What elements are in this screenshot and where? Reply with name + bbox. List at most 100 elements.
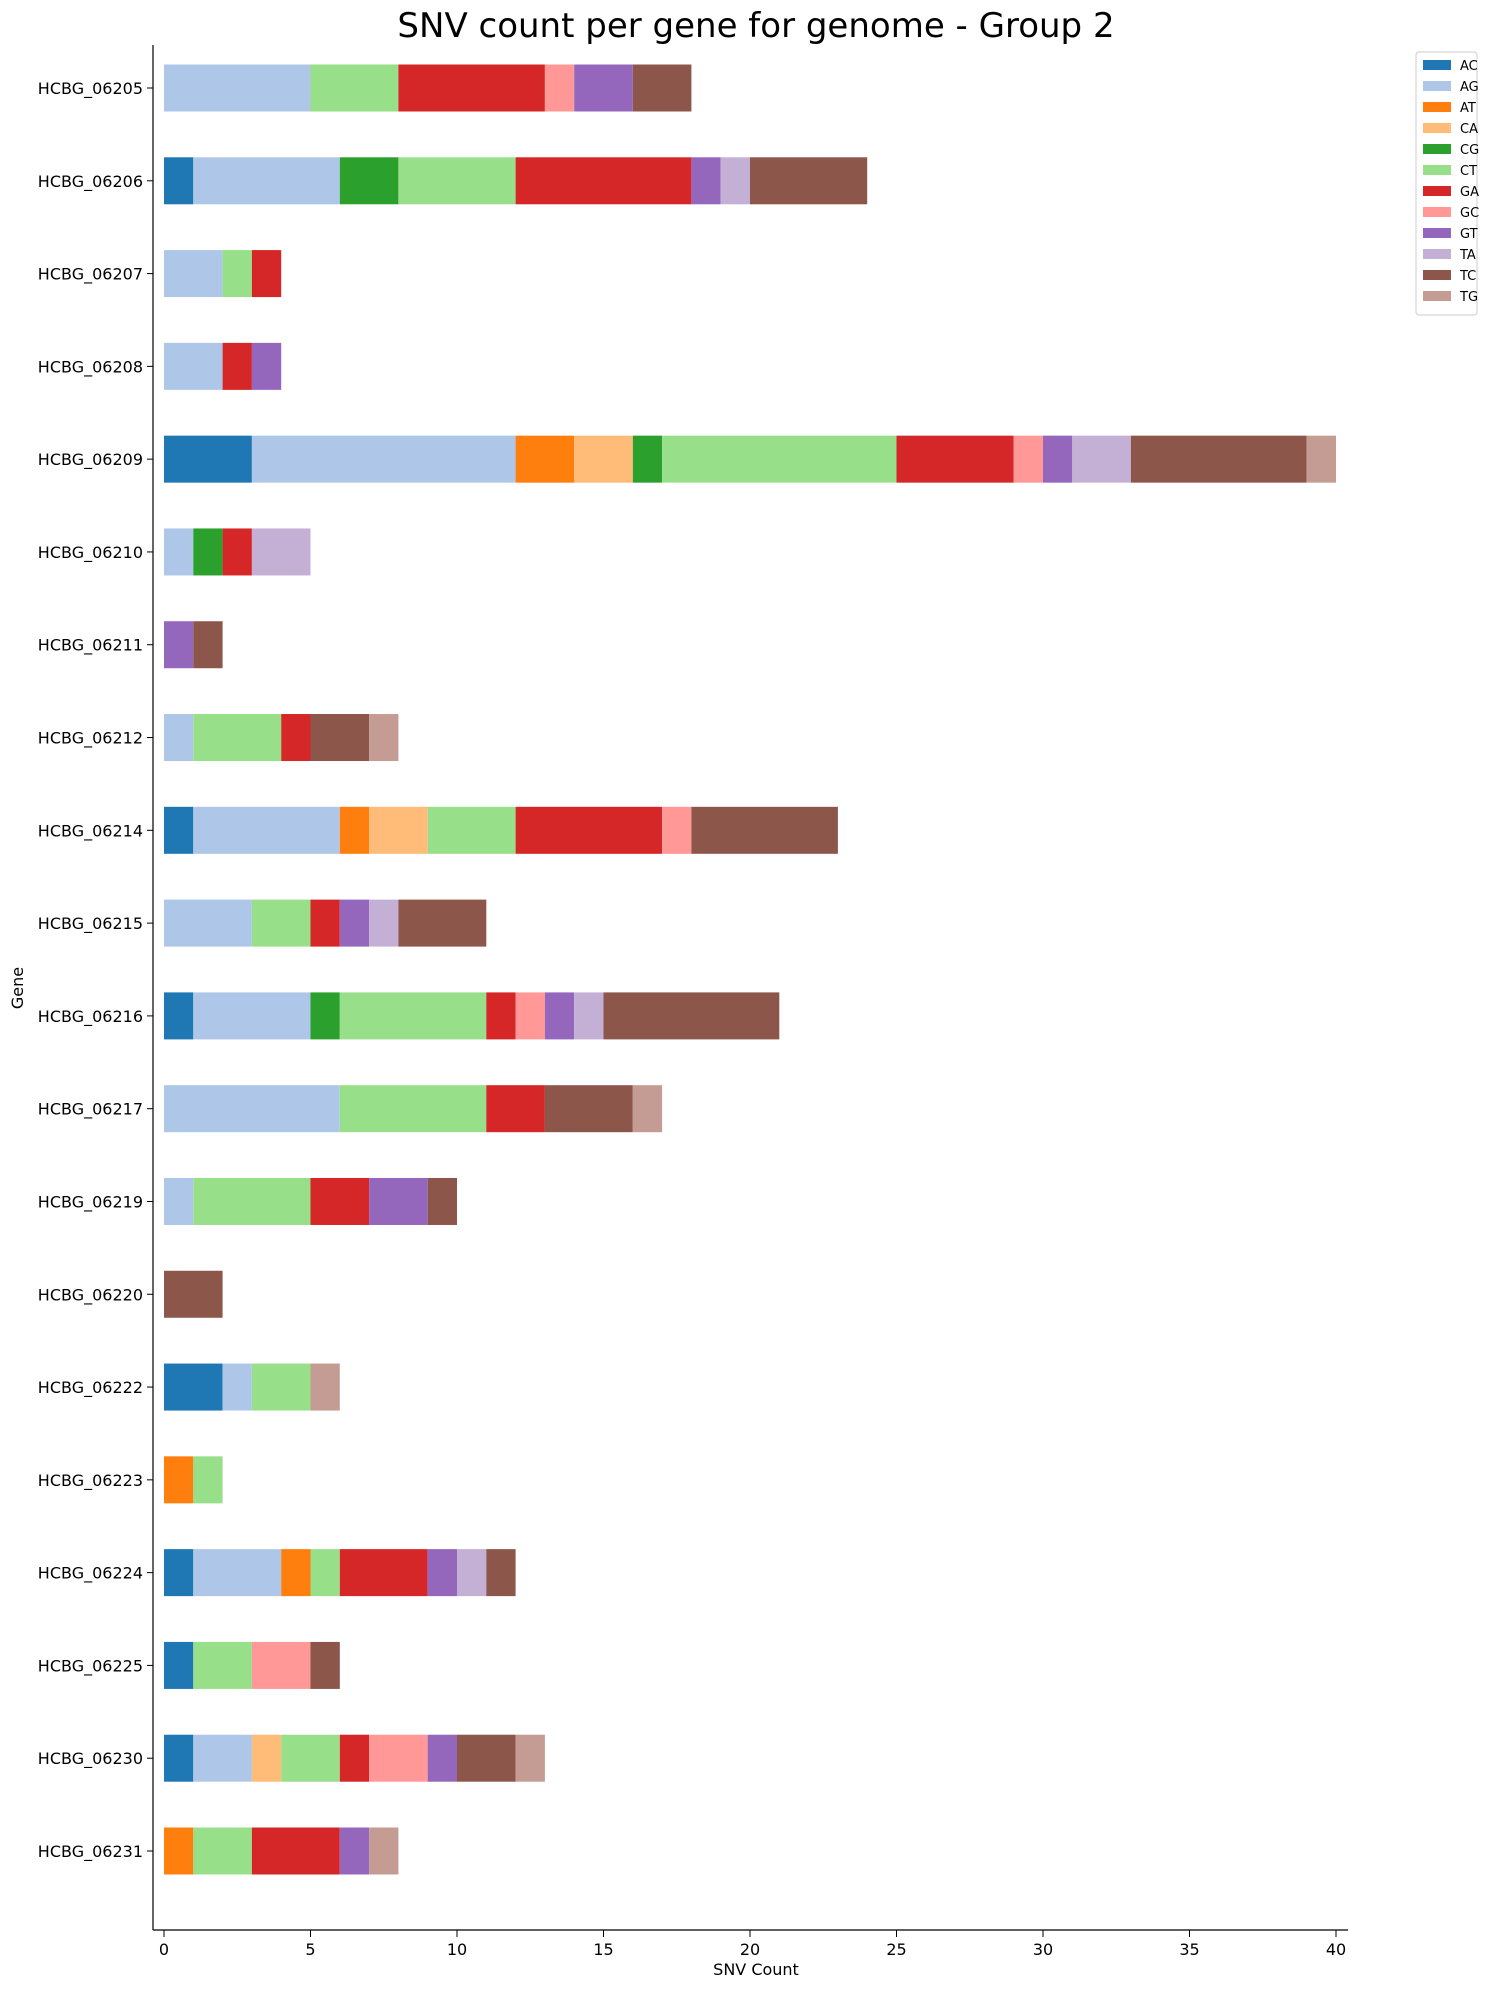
y-tick-label: HCBG_06230	[38, 1749, 143, 1769]
x-tick-label: 30	[1033, 1940, 1053, 1959]
bar-segment-HCBG_06212-AG	[164, 714, 194, 762]
bar-segment-HCBG_06208-GT	[251, 342, 282, 390]
bar-segment-HCBG_06210-GA	[222, 528, 252, 576]
bar-segment-HCBG_06210-CG	[193, 528, 223, 576]
y-tick-label: HCBG_06211	[38, 636, 143, 656]
y-tick-label: HCBG_06217	[38, 1100, 143, 1120]
y-tick-label: HCBG_06208	[38, 357, 143, 377]
legend-swatch-GA	[1423, 186, 1451, 196]
bar-segment-HCBG_06216-GC	[515, 992, 545, 1040]
y-tick-label: HCBG_06224	[38, 1564, 143, 1584]
legend-swatch-CA	[1423, 123, 1451, 133]
bar-segment-HCBG_06224-TC	[486, 1549, 516, 1597]
legend-label-TC: TC	[1459, 269, 1476, 284]
y-tick-label: HCBG_06209	[38, 450, 143, 470]
bar-segment-HCBG_06214-GC	[662, 806, 692, 854]
bar-segment-HCBG_06209-GC	[1013, 435, 1043, 483]
bar-segment-HCBG_06207-CT	[222, 250, 252, 298]
bar-segment-HCBG_06216-AC	[164, 992, 194, 1040]
bar-segment-HCBG_06212-TG	[369, 714, 399, 762]
bar-segment-HCBG_06205-GC	[544, 64, 575, 112]
y-tick-label: HCBG_06225	[38, 1656, 143, 1676]
bar-segment-HCBG_06224-GA	[339, 1549, 428, 1597]
bar-segment-HCBG_06222-AG	[222, 1363, 252, 1411]
bar-segment-HCBG_06230-GT	[427, 1734, 457, 1782]
bar-segment-HCBG_06209-AT	[515, 435, 575, 483]
legend-label-GC: GC	[1460, 206, 1479, 221]
bar-segment-HCBG_06209-TC	[1130, 435, 1307, 483]
bar-segment-HCBG_06214-CA	[369, 806, 428, 854]
bar-segment-HCBG_06212-GA	[281, 714, 311, 762]
x-tick-label: 40	[1326, 1940, 1346, 1959]
legend-label-AC: AC	[1460, 59, 1478, 74]
bar-segment-HCBG_06219-GT	[369, 1177, 428, 1225]
bar-segment-HCBG_06219-AG	[164, 1177, 194, 1225]
bar-segment-HCBG_06207-AG	[164, 250, 223, 298]
bar-segment-HCBG_06230-CA	[251, 1734, 282, 1782]
bar-segment-HCBG_06210-TA	[251, 528, 311, 576]
bar-segment-HCBG_06206-AG	[193, 157, 340, 205]
bar-segment-HCBG_06214-CT	[427, 806, 516, 854]
y-tick-label: HCBG_06222	[38, 1378, 143, 1398]
y-tick-label: HCBG_06219	[38, 1192, 143, 1212]
y-tick-label: HCBG_06220	[38, 1285, 143, 1305]
bar-segment-HCBG_06231-GT	[339, 1827, 370, 1875]
bar-segment-HCBG_06205-CT	[310, 64, 399, 112]
bar-segment-HCBG_06216-CT	[339, 992, 487, 1040]
bar-segment-HCBG_06222-AC	[164, 1363, 223, 1411]
bar-segment-HCBG_06207-GA	[251, 250, 282, 298]
bar-segment-HCBG_06215-AG	[164, 899, 252, 947]
bar-segment-HCBG_06230-GA	[339, 1734, 370, 1782]
bar-segment-HCBG_06215-TA	[369, 899, 399, 947]
legend-swatch-GT	[1423, 228, 1451, 238]
bar-segment-HCBG_06215-TC	[398, 899, 487, 947]
bar-segment-HCBG_06209-TA	[1072, 435, 1131, 483]
bar-segment-HCBG_06216-GA	[486, 992, 516, 1040]
bar-segment-HCBG_06217-CT	[339, 1085, 487, 1133]
bar-segment-HCBG_06225-CT	[193, 1641, 252, 1689]
legend-swatch-AG	[1423, 81, 1451, 91]
bar-segment-HCBG_06209-CA	[574, 435, 633, 483]
bar-segment-HCBG_06210-AG	[164, 528, 194, 576]
bar-segment-HCBG_06224-AG	[193, 1549, 282, 1597]
legend-label-CA: CA	[1460, 122, 1478, 137]
bar-segment-HCBG_06230-GC	[369, 1734, 428, 1782]
legend-label-TG: TG	[1459, 290, 1478, 305]
y-tick-label: HCBG_06216	[38, 1007, 143, 1027]
bar-segment-HCBG_06206-CT	[398, 157, 516, 205]
x-tick-label: 10	[447, 1940, 467, 1959]
bar-segment-HCBG_06231-CT	[193, 1827, 252, 1875]
bar-segment-HCBG_06212-TC	[310, 714, 370, 762]
bar-segment-HCBG_06214-AC	[164, 806, 194, 854]
bar-segment-HCBG_06209-CT	[662, 435, 897, 483]
y-ticks: HCBG_06205 HCBG_06206 HCBG_06207 HCBG_06208…	[38, 79, 153, 1862]
x-axis-label: SNV Count	[713, 1960, 799, 1979]
legend-label-AG: AG	[1460, 80, 1479, 95]
bar-segment-HCBG_06206-GA	[515, 157, 692, 205]
bar-segment-HCBG_06215-GT	[339, 899, 370, 947]
x-tick-label: 15	[593, 1940, 613, 1959]
bar-segment-HCBG_06224-CT	[310, 1549, 340, 1597]
bar-segment-HCBG_06206-AC	[164, 157, 194, 205]
bar-segment-HCBG_06211-GT	[164, 621, 194, 669]
legend-swatch-AC	[1423, 60, 1451, 70]
legend-swatch-GC	[1423, 207, 1451, 217]
legend-label-GT: GT	[1460, 227, 1478, 242]
bars-layer	[164, 64, 1336, 1875]
bar-segment-HCBG_06219-TC	[427, 1177, 457, 1225]
bar-segment-HCBG_06209-CG	[632, 435, 663, 483]
y-tick-label: HCBG_06212	[38, 729, 143, 749]
bar-segment-HCBG_06209-AC	[164, 435, 252, 483]
bar-segment-HCBG_06206-TC	[750, 157, 868, 205]
bar-segment-HCBG_06216-TC	[603, 992, 780, 1040]
bar-segment-HCBG_06205-GT	[574, 64, 633, 112]
bar-segment-HCBG_06209-AG	[251, 435, 516, 483]
y-tick-label: HCBG_06214	[38, 821, 143, 841]
y-tick-label: HCBG_06205	[38, 79, 143, 99]
bar-segment-HCBG_06225-GC	[251, 1641, 311, 1689]
y-tick-label: HCBG_06206	[38, 172, 143, 192]
x-ticks: 0 5 10 15 20 25 30 35 40	[159, 1930, 1346, 1959]
legend-swatch-CG	[1423, 144, 1451, 154]
bar-segment-HCBG_06208-GA	[222, 342, 252, 390]
bar-segment-HCBG_06214-TC	[691, 806, 838, 854]
